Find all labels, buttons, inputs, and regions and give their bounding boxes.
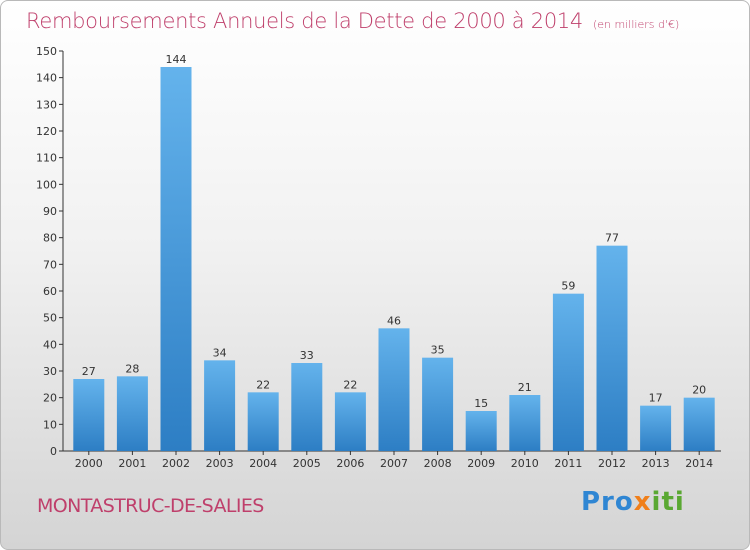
bar bbox=[116, 376, 148, 451]
plot-area: 0 10 20 30 40 50 60 70 80 90 100 110 120 130 140 150 27 2… bbox=[36, 45, 721, 470]
y-tick-label: 0 bbox=[50, 445, 57, 458]
y-tick-label: 10 bbox=[43, 418, 57, 431]
bar-value-label: 27 bbox=[82, 365, 96, 378]
x-tick-label: 2010 bbox=[511, 457, 539, 470]
y-tick-label: 30 bbox=[43, 365, 57, 378]
logo-part-3: iti bbox=[651, 487, 685, 517]
proxiti-logo: Proxiti bbox=[581, 487, 685, 517]
bar bbox=[73, 379, 105, 451]
bar bbox=[640, 405, 672, 451]
bar bbox=[422, 357, 454, 451]
bar bbox=[596, 245, 628, 451]
y-tick-label: 70 bbox=[43, 258, 57, 271]
bar-value-label: 35 bbox=[431, 344, 445, 357]
chart-title: Remboursements Annuels de la Dette de 20… bbox=[26, 9, 679, 33]
x-tick-label: 2007 bbox=[380, 457, 408, 470]
bar bbox=[378, 328, 410, 451]
bar bbox=[204, 360, 236, 451]
bar-value-label: 15 bbox=[474, 397, 488, 410]
x-tick-label: 2005 bbox=[293, 457, 321, 470]
bar-value-label: 77 bbox=[605, 232, 619, 245]
bar bbox=[552, 293, 584, 451]
chart-unit: (en milliers d'€) bbox=[593, 18, 680, 31]
bar bbox=[683, 397, 715, 451]
y-tick-label: 20 bbox=[43, 392, 57, 405]
bar-value-label: 33 bbox=[300, 349, 314, 362]
bar-value-label: 59 bbox=[561, 280, 575, 293]
bar bbox=[465, 411, 497, 451]
y-tick-label: 110 bbox=[36, 152, 57, 165]
bar bbox=[291, 363, 323, 451]
y-tick-label: 120 bbox=[36, 125, 57, 138]
bar bbox=[247, 392, 279, 451]
x-tick-label: 2011 bbox=[554, 457, 582, 470]
bar-value-label: 20 bbox=[692, 384, 706, 397]
y-tick-label: 140 bbox=[36, 72, 57, 85]
x-tick-label: 2001 bbox=[118, 457, 146, 470]
bar-value-label: 28 bbox=[125, 362, 139, 375]
logo-part-2: x bbox=[633, 487, 652, 517]
chart-title-text: Remboursements Annuels de la Dette de 20… bbox=[26, 9, 583, 33]
x-tick-label: 2008 bbox=[424, 457, 452, 470]
bar-value-label: 144 bbox=[166, 53, 187, 66]
bar-value-label: 34 bbox=[213, 346, 227, 359]
bar-value-label: 21 bbox=[518, 381, 532, 394]
y-tick-label: 150 bbox=[36, 45, 57, 58]
y-tick-label: 50 bbox=[43, 312, 57, 325]
x-tick-label: 2009 bbox=[467, 457, 495, 470]
y-tick-label: 100 bbox=[36, 178, 57, 191]
x-tick-label: 2014 bbox=[685, 457, 713, 470]
bar-value-label: 46 bbox=[387, 314, 401, 327]
x-tick-label: 2003 bbox=[206, 457, 234, 470]
x-tick-label: 2012 bbox=[598, 457, 626, 470]
x-tick-label: 2006 bbox=[336, 457, 364, 470]
x-tick-label: 2000 bbox=[75, 457, 103, 470]
bar-value-label: 22 bbox=[256, 378, 270, 391]
town-name: MONTASTRUC-DE-SALIES bbox=[37, 495, 264, 517]
x-tick-label: 2004 bbox=[249, 457, 277, 470]
y-tick-label: 80 bbox=[43, 232, 57, 245]
x-tick-label: 2002 bbox=[162, 457, 190, 470]
y-tick-label: 130 bbox=[36, 98, 57, 111]
bar bbox=[509, 395, 541, 451]
y-tick-label: 40 bbox=[43, 338, 57, 351]
y-tick-label: 60 bbox=[43, 285, 57, 298]
bar bbox=[160, 67, 192, 451]
logo-part-1: Pro bbox=[581, 487, 634, 517]
bar-value-label: 17 bbox=[649, 392, 663, 405]
y-tick-label: 90 bbox=[43, 205, 57, 218]
bar-value-label: 22 bbox=[343, 378, 357, 391]
x-tick-label: 2013 bbox=[642, 457, 670, 470]
bar bbox=[334, 392, 366, 451]
